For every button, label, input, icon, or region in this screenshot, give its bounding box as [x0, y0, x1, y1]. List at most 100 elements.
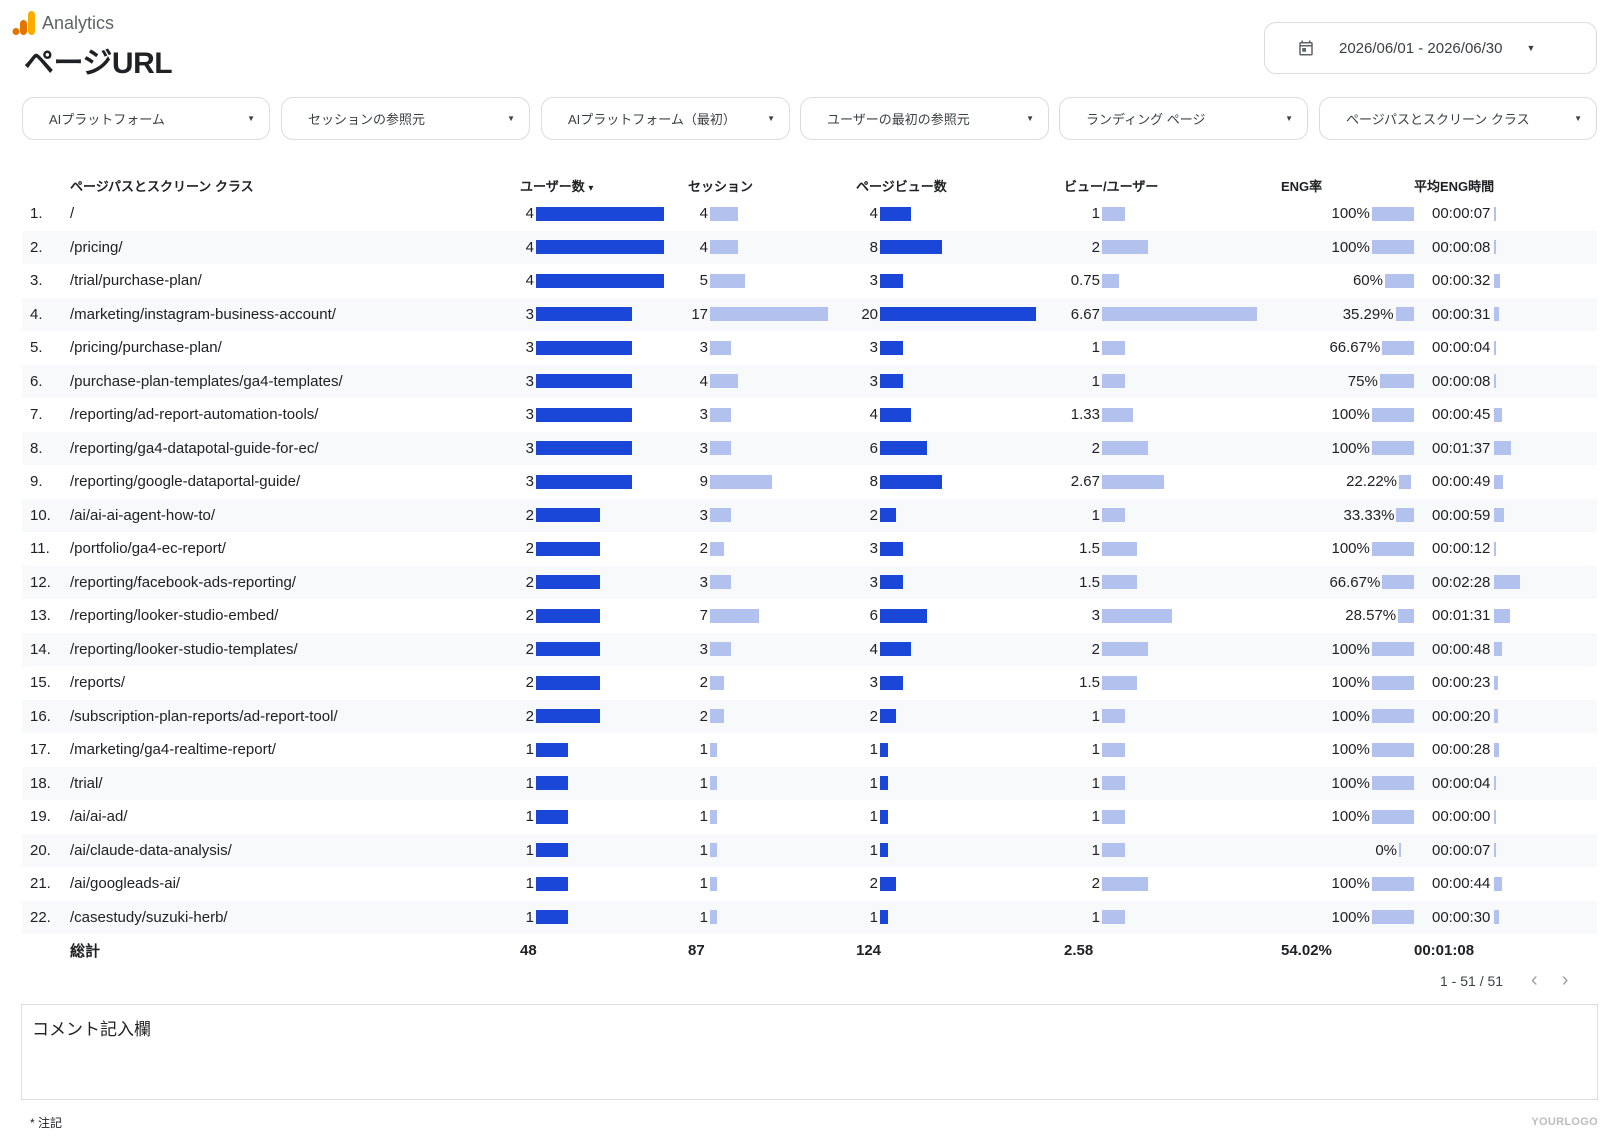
- value-sessions: 4: [699, 372, 708, 390]
- row-page-path[interactable]: /subscription-plan-reports/ad-report-too…: [70, 699, 520, 733]
- table-row[interactable]: 1. / 4 4 4 1 100% 00:00:07: [22, 197, 1597, 231]
- filter-session-source[interactable]: セッションの参照元 ▼: [281, 97, 530, 140]
- bar-views: [880, 675, 903, 690]
- table-row[interactable]: 5. /pricing/purchase-plan/3 3 3 1 66.67% 00:00…: [22, 331, 1597, 365]
- row-page-path[interactable]: /ai/googleads-ai/: [70, 875, 181, 893]
- row-page-path[interactable]: /ai/claude-data-analysis/: [70, 833, 520, 867]
- table-row[interactable]: 4./marketing/instagram-business-account/…: [22, 297, 1597, 331]
- cell-eng-rate: 100%: [1281, 632, 1414, 666]
- cell-views: 3: [856, 666, 1064, 700]
- bar-sessions: [710, 441, 731, 456]
- cell-users: 1: [520, 867, 688, 901]
- header-eng-rate[interactable]: ENG率: [1281, 178, 1323, 194]
- chevron-left-icon[interactable]: ‹: [1531, 969, 1538, 991]
- bar-avg-eng-time: [1494, 742, 1500, 757]
- cell-sessions: 3: [688, 431, 856, 465]
- table-row[interactable]: 11. /portfolio/ga4-ec-report/2 2 3 1.5 100% 00…: [22, 532, 1597, 566]
- row-page-path[interactable]: /trial/purchase-plan/: [70, 272, 202, 290]
- table-row[interactable]: 7. /reporting/ad-report-automation-tools/…: [22, 398, 1597, 432]
- value-views: 6: [869, 439, 878, 457]
- comment-box[interactable]: コメント記入欄: [21, 1004, 1598, 1100]
- row-page-path[interactable]: /reporting/ad-report-automation-tools/: [70, 406, 319, 424]
- header-users[interactable]: ユーザー数 ▾: [520, 178, 594, 194]
- cell-views-per-user: 1: [1064, 800, 1281, 834]
- bar-eng-rate: [1371, 776, 1414, 791]
- table-row[interactable]: 22./casestudy/suzuki-herb/1 1 1 1 100% 00:00:…: [22, 900, 1597, 934]
- filter-landing-page[interactable]: ランディング ページ ▼: [1059, 97, 1308, 140]
- header-page-path[interactable]: ページパスとスクリーン クラス: [70, 178, 254, 194]
- table-row[interactable]: 8./reporting/ga4-datapotal-guide-for-ec/…: [22, 431, 1597, 465]
- row-page-path[interactable]: /reporting/facebook-ads-reporting/: [70, 565, 520, 599]
- cell-eng-rate: 22.22%: [1281, 465, 1414, 499]
- table-row[interactable]: 20./ai/claude-data-analysis/1 1 1 1 0% 00:00:…: [22, 833, 1597, 867]
- chevron-right-icon[interactable]: ›: [1561, 969, 1569, 991]
- date-range-picker[interactable]: 2026/06/01 - 2026/06/30 ▼: [1264, 22, 1597, 74]
- value-sessions: 4: [699, 205, 708, 223]
- table-row[interactable]: 3. /trial/purchase-plan/4 5 3 0.75 60% 00:00:3…: [22, 264, 1597, 298]
- bar-avg-eng-time: [1494, 240, 1497, 255]
- table-row[interactable]: 13. /reporting/looker-studio-embed/2 7 6 3 28…: [22, 599, 1597, 633]
- table-row[interactable]: 14./reporting/looker-studio-templates/2 3…: [22, 632, 1597, 666]
- table-row[interactable]: 6./purchase-plan-templates/ga4-templates…: [22, 364, 1597, 398]
- value-views: 4: [869, 406, 878, 424]
- header-pageviews[interactable]: ページビュー数: [856, 178, 947, 194]
- table-row[interactable]: 16./subscription-plan-reports/ad-report-…: [22, 699, 1597, 733]
- filter-first-user-source[interactable]: ユーザーの最初の参照元 ▼: [800, 97, 1049, 140]
- value-eng-rate: 66.67%: [1329, 339, 1381, 357]
- row-page-path[interactable]: /reporting/looker-studio-templates/: [70, 632, 520, 666]
- header-views-per-user[interactable]: ビュー/ユーザー: [1064, 178, 1159, 194]
- row-page-path[interactable]: /trial/: [70, 766, 520, 800]
- row-page-path[interactable]: /reporting/ga4-datapotal-guide-for-ec/: [70, 431, 520, 465]
- value-sessions: 2: [699, 707, 708, 725]
- value-views-per-user: 1: [1091, 707, 1100, 725]
- cell-views-per-user: 2.67: [1064, 465, 1281, 499]
- header-sessions[interactable]: セッション: [688, 178, 754, 194]
- value-views-per-user: 3: [1091, 607, 1100, 625]
- cell-avg-eng-time: 00:00:04: [1414, 766, 1597, 800]
- table-row[interactable]: 9. /reporting/google-dataportal-guide/3 9 8…: [22, 465, 1597, 499]
- table-row[interactable]: 2./pricing/4 4 8 2 100% 00:00:08: [22, 230, 1597, 264]
- filter-ai-platform-first[interactable]: AIプラットフォーム（最初） ▼: [541, 97, 790, 140]
- row-page-path[interactable]: /: [70, 205, 75, 223]
- row-page-path[interactable]: /reporting/google-dataportal-guide/: [70, 473, 301, 491]
- table-row[interactable]: 21. /ai/googleads-ai/1 1 2 2 100% 00:00:44: [22, 867, 1597, 901]
- row-page-path[interactable]: /ai/ai-ad/: [70, 808, 128, 826]
- bar-users: [536, 541, 600, 556]
- value-eng-rate: 0%: [1375, 841, 1397, 859]
- table-row[interactable]: 17. /marketing/ga4-realtime-report/1 1 1 1 10…: [22, 733, 1597, 767]
- cell-sessions: 4: [688, 364, 856, 398]
- cell-eng-rate: 100%: [1281, 733, 1414, 767]
- table-row[interactable]: 18./trial/1 1 1 1 100% 00:00:04: [22, 766, 1597, 800]
- row-page-path[interactable]: /marketing/ga4-realtime-report/: [70, 741, 276, 759]
- row-page-path[interactable]: /reports/: [70, 674, 126, 692]
- table-row[interactable]: 10./ai/ai-ai-agent-how-to/2 3 2 1 33.33% 00:0…: [22, 498, 1597, 532]
- bar-users: [536, 742, 568, 757]
- bar-views-per-user: [1102, 608, 1172, 623]
- row-page-path[interactable]: /reporting/looker-studio-embed/: [70, 607, 279, 625]
- row-page-path[interactable]: /casestudy/suzuki-herb/: [70, 900, 520, 934]
- filter-page-path[interactable]: ページパスとスクリーン クラス ▼: [1319, 97, 1597, 140]
- bar-eng-rate: [1371, 910, 1414, 925]
- header-avg-eng-time[interactable]: 平均ENG時間: [1414, 178, 1495, 194]
- value-eng-rate: 22.22%: [1346, 473, 1397, 491]
- value-views: 3: [869, 339, 878, 357]
- bar-eng-rate: [1399, 843, 1401, 858]
- filter-ai-platform[interactable]: AIプラットフォーム ▼: [22, 97, 270, 140]
- cell-views: 3: [856, 264, 1064, 298]
- cell-views: 1: [856, 833, 1064, 867]
- cell-eng-rate: 100%: [1281, 666, 1414, 700]
- row-page-path[interactable]: /ai/ai-ai-agent-how-to/: [70, 498, 520, 532]
- cell-avg-eng-time: 00:00:45: [1414, 398, 1597, 432]
- bar-sessions: [710, 508, 731, 523]
- table-row[interactable]: 19. /ai/ai-ad/1 1 1 1 100% 00:00:00: [22, 800, 1597, 834]
- table-row[interactable]: 12./reporting/facebook-ads-reporting/2 3 3…: [22, 565, 1597, 599]
- row-page-path[interactable]: /pricing/: [70, 230, 520, 264]
- row-page-path[interactable]: /pricing/purchase-plan/: [70, 339, 222, 357]
- row-index: 2.: [22, 230, 70, 264]
- cell-views: 3: [856, 565, 1064, 599]
- table-row[interactable]: 15. /reports/2 2 3 1.5 100% 00:00:23: [22, 666, 1597, 700]
- row-page-path[interactable]: /marketing/instagram-business-account/: [70, 297, 520, 331]
- cell-eng-rate: 35.29%: [1281, 297, 1414, 331]
- row-page-path[interactable]: /portfolio/ga4-ec-report/: [70, 540, 226, 558]
- row-page-path[interactable]: /purchase-plan-templates/ga4-templates/: [70, 364, 520, 398]
